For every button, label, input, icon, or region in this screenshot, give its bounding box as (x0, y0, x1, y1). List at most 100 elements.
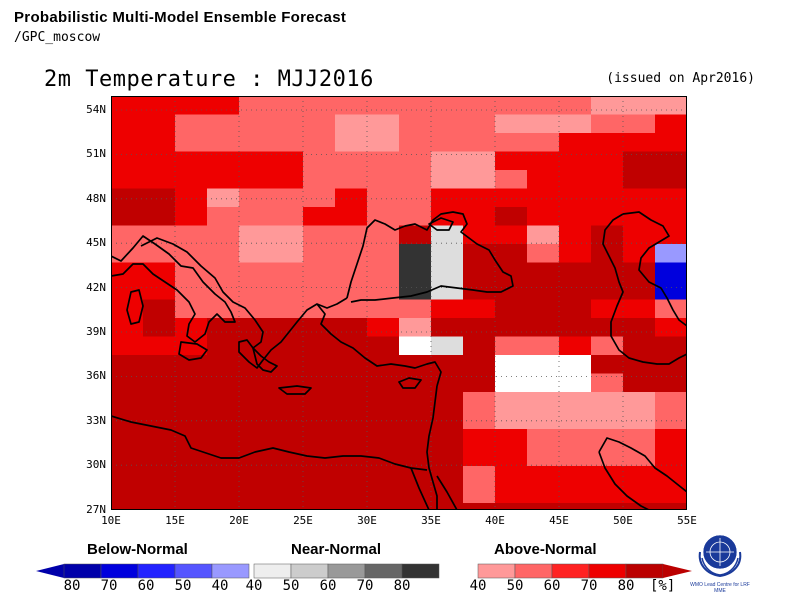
grid-cell (463, 373, 496, 393)
grid-cell (623, 170, 656, 190)
grid-cell (143, 410, 176, 430)
grid-cell (111, 392, 144, 412)
grid-cell (399, 429, 432, 449)
grid-cell (559, 299, 592, 319)
legend-near-title: Near-Normal (291, 541, 382, 558)
grid-cell (431, 188, 464, 208)
grid-cell (623, 373, 656, 393)
grid-cell (271, 336, 304, 356)
grid-cell (527, 466, 560, 486)
grid-cell (335, 336, 368, 356)
grid-cell (239, 466, 272, 486)
grid-cell (559, 392, 592, 412)
grid-cell (271, 114, 304, 134)
grid-cell (367, 392, 400, 412)
grid-cell (303, 392, 336, 412)
grid-cell (143, 373, 176, 393)
grid-cell (303, 281, 336, 301)
grid-cell (495, 244, 528, 264)
grid-cell (559, 281, 592, 301)
grid-cell (143, 133, 176, 153)
latitude-label: 27N (86, 502, 106, 516)
grid-cell (111, 355, 144, 375)
coastlines (111, 211, 687, 510)
grid-cell (271, 392, 304, 412)
grid-cell (463, 133, 496, 153)
grid-cell (111, 447, 144, 467)
grid-cell (175, 281, 208, 301)
grid-cell (207, 336, 240, 356)
forecast-map (111, 96, 687, 510)
legend-color-bars (36, 563, 692, 579)
longitude-label: 15E (165, 514, 185, 527)
legend-near-color-box (327, 563, 366, 579)
grid-cell (399, 355, 432, 375)
grid-cell (367, 133, 400, 153)
grid-cell (207, 392, 240, 412)
grid-cell (207, 410, 240, 430)
grid-cell (399, 262, 432, 282)
grid-cell (559, 429, 592, 449)
grid-cell (591, 410, 624, 430)
grid-cell (463, 484, 496, 504)
grid-cell (495, 336, 528, 356)
grid-cell (143, 96, 176, 116)
grid-cell (527, 392, 560, 412)
grid-cell (175, 114, 208, 134)
longitude-label: 35E (421, 514, 441, 527)
grid-cell (655, 484, 687, 504)
grid-cell (463, 336, 496, 356)
grid-cell (175, 429, 208, 449)
grid-cell (335, 170, 368, 190)
grid-cell (143, 355, 176, 375)
grid-cell (399, 244, 432, 264)
grid-cell (143, 114, 176, 134)
grid-cell (655, 355, 687, 375)
grid-cell (335, 281, 368, 301)
grid-cell (303, 355, 336, 375)
grid-cell (431, 114, 464, 134)
grid-cell (111, 133, 144, 153)
legend-below-tick: 60 (137, 578, 155, 594)
grid-cell (303, 188, 336, 208)
grid-cell (111, 281, 144, 301)
grid-cell (431, 429, 464, 449)
grid-cell (399, 447, 432, 467)
grid-cell (303, 114, 336, 134)
grid-cell (303, 336, 336, 356)
grid-cell (271, 207, 304, 227)
grid-cell (175, 244, 208, 264)
grid-cell (399, 225, 432, 245)
map-title: 2m Temperature : MJJ2016 (44, 67, 374, 92)
legend-near-tick: 70 (356, 578, 374, 594)
grid-cell (111, 262, 144, 282)
grid-cell (559, 188, 592, 208)
grid-cell (367, 188, 400, 208)
legend-above-tick: 40 (469, 578, 487, 594)
grid-cell (335, 410, 368, 430)
legend-near-color-box (401, 563, 440, 579)
grid-cell (431, 170, 464, 190)
grid-cell (527, 151, 560, 171)
grid-cell (559, 170, 592, 190)
longitude-label: 40E (485, 514, 505, 527)
grid-cell (271, 355, 304, 375)
grid-cell (239, 299, 272, 319)
coastline-red-sea (410, 467, 458, 510)
longitude-label: 50E (613, 514, 633, 527)
legend-below-title: Below-Normal (87, 541, 188, 558)
grid-cell (239, 281, 272, 301)
grid-cell (591, 355, 624, 375)
grid-cell (495, 133, 528, 153)
grid-cell (591, 151, 624, 171)
grid-cell (623, 262, 656, 282)
grid-cell (207, 133, 240, 153)
legend-below-color-box (211, 563, 250, 579)
grid-cell (239, 225, 272, 245)
grid-cell (175, 466, 208, 486)
legend-below-tick: 40 (211, 578, 229, 594)
grid-cell (111, 207, 144, 227)
grid-cell (143, 188, 176, 208)
grid-cell (495, 318, 528, 338)
grid-cell (431, 262, 464, 282)
